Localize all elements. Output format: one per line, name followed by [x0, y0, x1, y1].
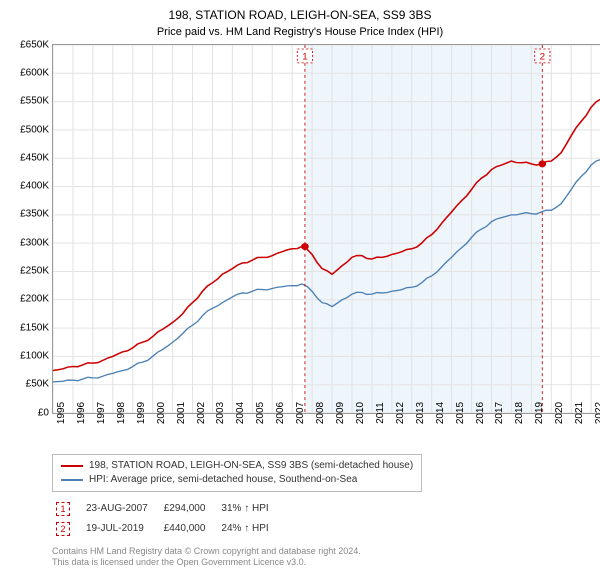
legend-swatch-hpi: [61, 479, 83, 481]
svg-text:2: 2: [540, 50, 545, 60]
x-tick-label: 2014: [432, 401, 446, 423]
x-tick-label: 2020: [551, 401, 565, 423]
x-tick-label: 2010: [352, 401, 366, 423]
sales-table: 1 23-AUG-2007 £294,000 31% ↑ HPI 2 19-JU…: [52, 498, 283, 540]
x-tick-label: 2007: [292, 401, 306, 423]
y-tick-label: £350K: [20, 209, 53, 220]
x-tick-label: 2022: [591, 401, 600, 423]
x-tick-label: 1997: [93, 401, 107, 423]
x-tick-label: 2003: [212, 401, 226, 423]
y-tick-label: £150K: [20, 322, 53, 333]
table-row: 1 23-AUG-2007 £294,000 31% ↑ HPI: [54, 500, 281, 518]
y-tick-label: £500K: [20, 124, 53, 135]
sale-vs-hpi: 24% ↑ HPI: [219, 520, 280, 538]
x-tick-label: 2021: [571, 401, 585, 423]
y-tick-label: £600K: [20, 67, 53, 78]
x-tick-label: 2015: [452, 401, 466, 423]
legend-box: 198, STATION ROAD, LEIGH-ON-SEA, SS9 3BS…: [52, 454, 422, 492]
legend-row-property: 198, STATION ROAD, LEIGH-ON-SEA, SS9 3BS…: [61, 459, 413, 473]
x-tick-label: 2008: [312, 401, 326, 423]
x-tick-label: 2002: [193, 401, 207, 423]
x-tick-label: 2009: [332, 401, 346, 423]
chart-plot-area: 12 £0£50K£100K£150K£200K£250K£300K£350K£…: [52, 44, 600, 414]
y-tick-label: £200K: [20, 294, 53, 305]
x-tick-label: 2004: [232, 401, 246, 423]
chart-container: 198, STATION ROAD, LEIGH-ON-SEA, SS9 3BS…: [0, 0, 600, 560]
sale-price: £440,000: [162, 520, 218, 538]
sale-vs-hpi: 31% ↑ HPI: [219, 500, 280, 518]
x-tick-label: 2019: [531, 401, 545, 423]
x-tick-label: 2001: [173, 401, 187, 423]
sale-date: 19-JUL-2019: [84, 520, 160, 538]
x-tick-label: 2006: [272, 401, 286, 423]
x-tick-label: 2012: [392, 401, 406, 423]
x-tick-label: 2013: [412, 401, 426, 423]
legend-swatch-property: [61, 465, 83, 467]
x-tick-label: 1996: [73, 401, 87, 423]
x-tick-label: 2017: [491, 401, 505, 423]
x-tick-label: 2016: [472, 401, 486, 423]
sale-date: 23-AUG-2007: [84, 500, 160, 518]
table-row: 2 19-JUL-2019 £440,000 24% ↑ HPI: [54, 520, 281, 538]
x-tick-label: 2018: [511, 401, 525, 423]
legend-label-property: 198, STATION ROAD, LEIGH-ON-SEA, SS9 3BS…: [89, 459, 413, 473]
y-tick-label: £400K: [20, 181, 53, 192]
legend-row-hpi: HPI: Average price, semi-detached house,…: [61, 473, 413, 487]
footer-line2: This data is licensed under the Open Gov…: [52, 557, 590, 569]
y-tick-label: £550K: [20, 96, 53, 107]
sale-marker-2: 2: [56, 522, 70, 536]
x-tick-label: 2000: [153, 401, 167, 423]
x-tick-label: 1999: [133, 401, 147, 423]
y-tick-label: £100K: [20, 350, 53, 361]
y-tick-label: £250K: [20, 266, 53, 277]
x-tick-label: 2005: [252, 401, 266, 423]
chart-svg: 12: [53, 45, 600, 413]
y-tick-label: £650K: [20, 39, 53, 50]
x-tick-label: 1998: [113, 401, 127, 423]
page-subtitle: Price paid vs. HM Land Registry's House …: [10, 26, 590, 38]
page-title: 198, STATION ROAD, LEIGH-ON-SEA, SS9 3BS: [10, 8, 590, 24]
y-tick-label: £450K: [20, 152, 53, 163]
sale-marker-1: 1: [56, 502, 70, 516]
legend-label-hpi: HPI: Average price, semi-detached house,…: [89, 473, 357, 487]
footer-note: Contains HM Land Registry data © Crown c…: [52, 546, 590, 569]
y-tick-label: £50K: [26, 379, 53, 390]
x-tick-label: 2011: [372, 402, 386, 424]
x-tick-label: 1995: [53, 401, 67, 423]
y-tick-label: £300K: [20, 237, 53, 248]
footer-line1: Contains HM Land Registry data © Crown c…: [52, 546, 590, 558]
svg-text:1: 1: [302, 50, 307, 60]
sale-price: £294,000: [162, 500, 218, 518]
y-tick-label: £0: [38, 407, 53, 418]
